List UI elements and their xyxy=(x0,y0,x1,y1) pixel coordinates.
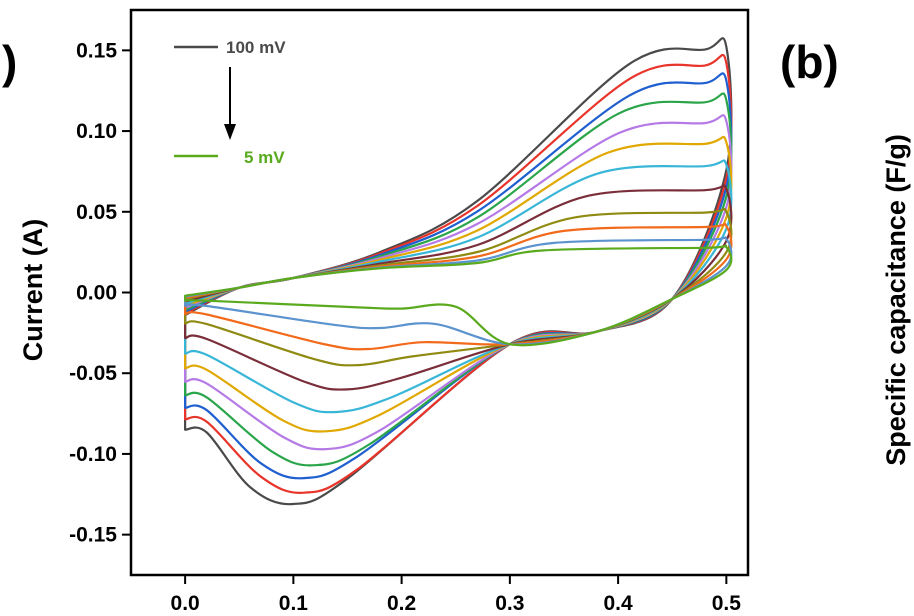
x-tick-label: 0.2 xyxy=(387,592,416,615)
legend: 100 mV 5 mV xyxy=(174,38,286,167)
x-tick-label: 0.5 xyxy=(712,592,742,615)
cv-curve-6 xyxy=(184,135,733,433)
x-tick-label: 0.4 xyxy=(604,592,634,615)
x-tick-label: 0.0 xyxy=(171,592,200,615)
legend-label-5mv: 5 mV xyxy=(244,148,285,167)
cv-curve-4 xyxy=(184,92,733,467)
y-tick-label: 0.05 xyxy=(76,201,117,224)
y-tick-label: 0.10 xyxy=(76,120,117,143)
panel-label-b: (b) xyxy=(780,36,839,88)
cv-curves xyxy=(184,37,733,506)
cv-curve-12 xyxy=(184,244,733,347)
x-tick-label: 0.1 xyxy=(279,592,309,615)
cv-curve-3 xyxy=(184,72,733,480)
legend-label-100mv: 100 mV xyxy=(226,38,286,57)
y-tick-label: -0.15 xyxy=(69,524,117,547)
cv-curve-8 xyxy=(184,184,733,391)
cv-curve-7 xyxy=(184,159,733,414)
cv-curve-2 xyxy=(184,53,733,494)
y-tick-label: 0.15 xyxy=(76,39,117,62)
x-tick-label: 0.3 xyxy=(495,592,524,615)
cv-curve-5 xyxy=(184,114,733,451)
legend-arrow-head xyxy=(224,124,236,140)
y-tick-label: 0.00 xyxy=(76,282,117,305)
cv-curve-11 xyxy=(184,236,733,346)
cv-curve-1 xyxy=(184,37,733,506)
y-tick-label: -0.10 xyxy=(69,443,117,466)
right-panel-y-axis-title: Specific capacitance (F/g) xyxy=(881,134,911,466)
y-axis-title: Current (A) xyxy=(18,219,48,362)
y-tick-label: -0.05 xyxy=(69,362,117,385)
panel-label-left-fragment: ) xyxy=(2,36,17,88)
axis-ticks: 0.0 0.1 0.2 0.3 0.4 0.5 -0.15 -0.10 -0.05 0.00 0.0… xyxy=(69,39,741,615)
